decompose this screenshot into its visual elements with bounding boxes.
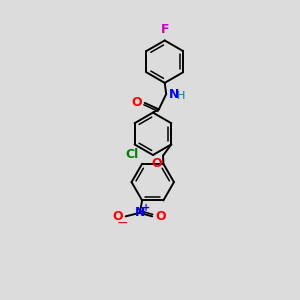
Text: F: F — [160, 23, 169, 36]
Text: N: N — [169, 88, 179, 100]
Text: O: O — [131, 96, 142, 109]
Text: O: O — [112, 210, 123, 223]
Text: +: + — [142, 203, 150, 213]
Text: H: H — [176, 92, 185, 101]
Text: Cl: Cl — [125, 148, 139, 161]
Text: O: O — [151, 157, 162, 170]
Text: −: − — [117, 216, 128, 230]
Text: O: O — [155, 210, 166, 223]
Text: N: N — [135, 206, 145, 219]
